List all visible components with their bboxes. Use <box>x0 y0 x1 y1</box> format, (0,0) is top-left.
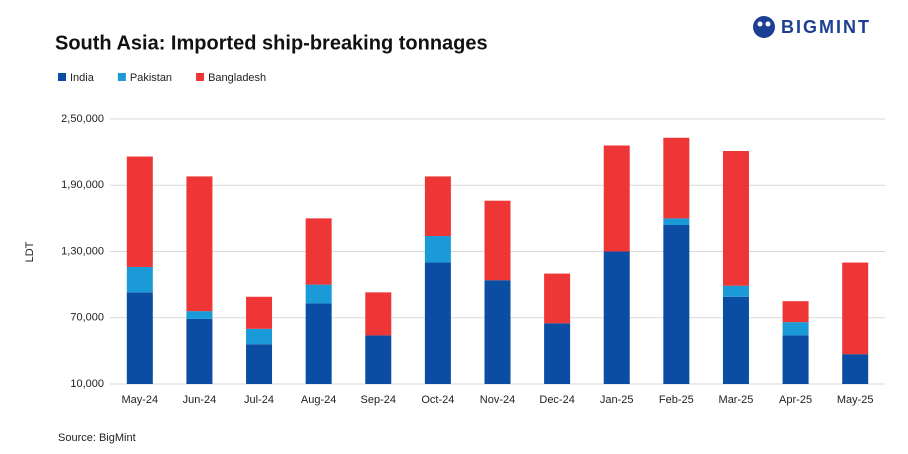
bar-segment <box>126 156 153 267</box>
x-tick-label: Mar-25 <box>719 394 754 406</box>
bar-segment <box>126 292 153 384</box>
bar-segment <box>603 251 630 384</box>
bar-segment <box>722 296 749 384</box>
bar-segment <box>663 225 690 384</box>
source: Source: BigMint <box>58 432 136 444</box>
bar-segment <box>424 236 451 263</box>
bar-segment <box>782 301 809 323</box>
bar-segment <box>365 292 392 336</box>
legend-label: Bangladesh <box>208 72 266 84</box>
bar-segment <box>722 285 749 297</box>
bar-segment <box>663 218 690 225</box>
x-tick-label: Sep-24 <box>361 394 396 406</box>
logo: BIGMINT <box>753 16 871 38</box>
bar-segment <box>246 344 273 384</box>
brand: BIGMINT <box>781 17 871 37</box>
bar-segment <box>246 296 273 329</box>
chart-title: South Asia: Imported ship-breaking tonna… <box>55 32 488 54</box>
x-tick-label: Apr-25 <box>779 394 812 406</box>
legend-swatch <box>117 73 126 81</box>
x-tick-label: Nov-24 <box>480 394 515 406</box>
bar-segment <box>424 262 451 384</box>
x-tick-label: May-24 <box>121 394 158 406</box>
x-tick-label: Oct-24 <box>421 394 454 406</box>
y-axis-label: LDT <box>24 241 36 262</box>
bar-segment <box>365 335 392 384</box>
legend-swatch <box>196 73 205 81</box>
logo-icon-dot <box>765 21 771 27</box>
bar-segment <box>782 322 809 336</box>
y-tick-label: 1,90,000 <box>61 179 104 191</box>
x-tick-label: Jan-25 <box>600 394 634 406</box>
bar-segment <box>544 273 571 324</box>
bar-segment <box>484 280 511 384</box>
x-tick-label: Feb-25 <box>659 394 694 406</box>
x-tick-label: May-25 <box>837 394 874 406</box>
legend-label: India <box>70 72 95 84</box>
bar-segment <box>484 200 511 281</box>
bar-segment <box>544 323 571 384</box>
x-tick-label: Jun-24 <box>183 394 217 406</box>
bar-segment <box>842 354 869 384</box>
bar-segment <box>842 262 869 355</box>
bar-segment <box>663 137 690 219</box>
bar-segment <box>782 335 809 384</box>
bar-segment <box>126 266 153 293</box>
logo-icon-dot <box>757 21 763 27</box>
bar-segment <box>186 311 213 319</box>
bar-segment <box>186 176 213 312</box>
legend-swatch <box>58 73 66 81</box>
x-tick-label: Dec-24 <box>539 394 574 406</box>
bar-segment <box>603 145 630 252</box>
bar-segment <box>722 151 749 286</box>
x-tick-label: Aug-24 <box>301 394 336 406</box>
legend-label: Pakistan <box>130 72 172 84</box>
y-tick-label: 70,000 <box>70 312 104 324</box>
bar-segment <box>246 328 273 345</box>
y-tick-label: 1,30,000 <box>61 245 104 257</box>
x-tick-label: Jul-24 <box>244 394 274 406</box>
bar-segment <box>186 318 213 384</box>
bar-segment <box>305 218 332 285</box>
logo-icon <box>753 16 775 38</box>
y-tick-label: 2,50,000 <box>61 113 104 125</box>
bar-segment <box>305 284 332 304</box>
bar-segment <box>305 303 332 384</box>
y-tick-label: 10,000 <box>70 378 104 390</box>
bar-segment <box>424 176 451 237</box>
